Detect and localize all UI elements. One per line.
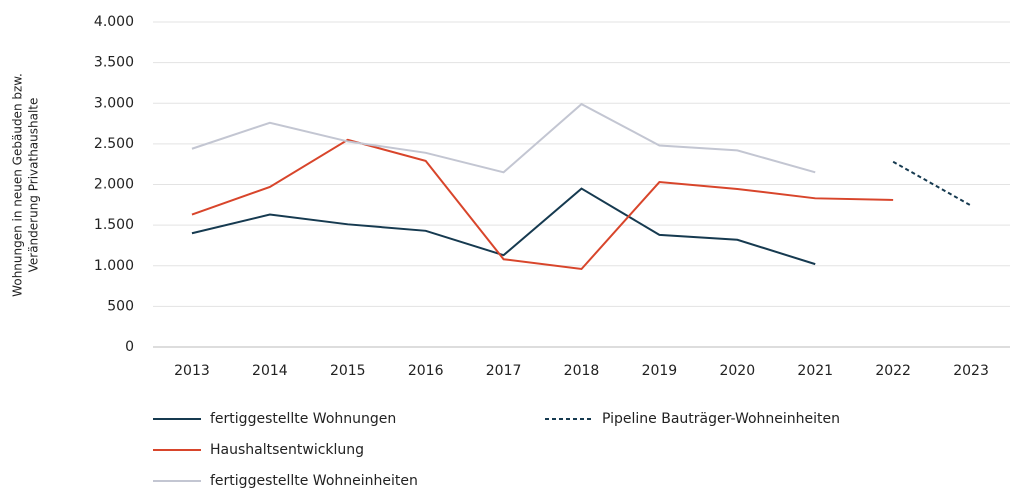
x-tick-label: 2014 [252,363,288,379]
x-tick-label: 2013 [174,363,210,379]
y-tick-label: 1.500 [94,217,134,233]
legend-label: Pipeline Bauträger-Wohneinheiten [602,411,840,427]
legend-label: Haushaltsentwicklung [210,442,364,458]
x-tick-label: 2018 [564,363,600,379]
legend-label: fertiggestellte Wohnungen [210,411,396,427]
x-tick-label: 2022 [875,363,911,379]
y-axis-label: Wohnungen in neuen Gebäuden bzw. [11,73,25,297]
y-tick-label: 2.000 [94,177,134,193]
x-tick-label: 2023 [953,363,989,379]
y-tick-label: 2.500 [94,136,134,152]
x-tick-label: 2017 [486,363,522,379]
x-tick-label: 2020 [719,363,755,379]
line-series [191,187,816,266]
y-tick-label: 3.000 [94,95,134,111]
x-tick-label: 2015 [330,363,366,379]
x-tick-label: 2021 [797,363,833,379]
y-tick-label: 0 [125,339,134,355]
y-axis-label: Veränderung Privathaushalte [27,98,41,273]
y-tick-label: 4.000 [94,14,134,30]
x-tick-label: 2019 [642,363,678,379]
y-tick-label: 1.000 [94,258,134,274]
line-series [191,138,894,271]
y-tick-label: 500 [107,298,134,314]
legend-label: fertiggestellte Wohneinheiten [210,473,418,489]
x-tick-label: 2016 [408,363,444,379]
y-tick-label: 3.500 [94,55,134,71]
line-series [892,160,972,207]
line-series [191,102,816,174]
